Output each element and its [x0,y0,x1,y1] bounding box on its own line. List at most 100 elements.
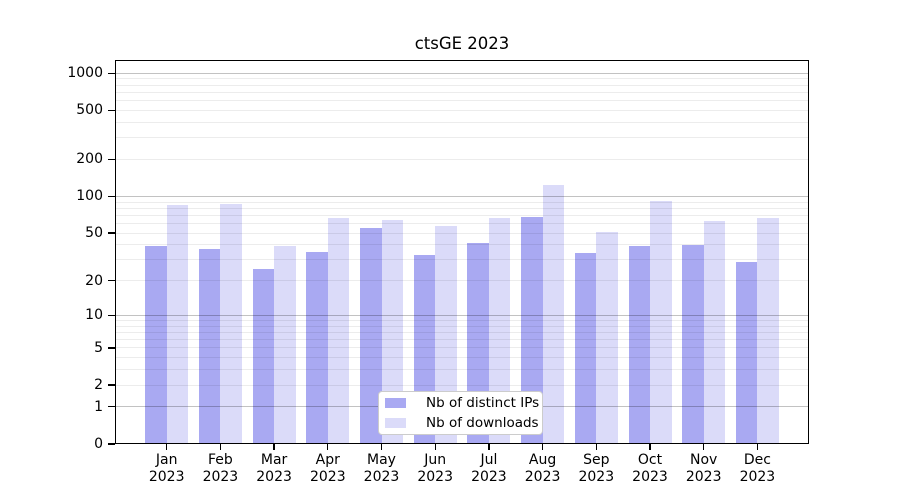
xtick-mark-oct [649,444,651,450]
gridline-minor-900 [115,78,809,80]
gridline-major-1000 [115,72,809,74]
ytick-mark-1 [108,406,115,408]
bar-distinct-ips-dec [735,261,758,444]
ytick-mark-5 [108,347,115,349]
ytick-label-50: 50 [85,225,103,241]
xtick-mark-dec [756,444,759,450]
xtick-mark-jan [166,444,168,450]
gridline-minor-60 [115,222,809,224]
bar-downloads-nov [703,220,726,444]
xtick-mark-jun [434,444,436,450]
chart-title: ctsGE 2023 [414,34,510,53]
ytick-mark-200 [108,158,115,161]
xtick-label-feb: Feb 2023 [202,452,239,485]
ytick-mark-20 [108,279,115,282]
gridline-minor-700 [115,91,809,93]
xtick-label-nov: Nov 2023 [685,452,722,485]
bar-downloads-jul [488,217,511,444]
legend-swatch-downloads [385,418,406,429]
xtick-mark-jul [488,444,490,450]
ytick-label-100: 100 [76,188,103,205]
xtick-mark-feb [219,444,222,450]
ytick-label-200: 200 [76,151,103,168]
bar-downloads-jan [166,205,189,444]
xtick-label-mar: Mar 2023 [256,452,292,485]
legend-swatch-distinct-ips [385,397,406,408]
xtick-mark-sep [595,444,597,450]
legend-label-downloads: Nb of downloads [426,415,539,432]
gridline-minor-3 [115,369,809,371]
gridline-minor-9 [115,320,809,321]
ytick-label-2: 2 [94,377,103,394]
bar-distinct-ips-mar [252,269,275,444]
ytick-mark-500 [108,109,115,112]
xtick-label-dec: Dec 2023 [739,452,776,485]
bar-downloads-aug [542,184,565,444]
bar-distinct-ips-jan [145,246,167,444]
bar-distinct-ips-feb [198,248,221,444]
bar-distinct-ips-oct [628,246,650,444]
bar-distinct-ips-apr [306,251,328,444]
ytick-label-1000: 1000 [67,65,103,82]
legend-item-distinct-ips: Nb of distinct IPs [385,394,540,412]
gridline-minor-5 [115,347,809,349]
ytick-label-500: 500 [76,102,103,119]
gridline-major-10 [115,314,809,316]
bar-distinct-ips-nov [682,244,704,444]
ytick-mark-10 [108,314,115,316]
gridline-minor-200 [115,158,809,160]
bar-downloads-mar [274,246,296,444]
legend-item-downloads: Nb of downloads [385,415,539,433]
bar-downloads-may [381,220,403,444]
gridline-minor-500 [115,109,809,111]
gridline-minor-8 [115,325,809,327]
xtick-mark-nov [703,444,705,450]
xtick-label-sep: Sep 2023 [578,452,615,485]
ytick-label-20: 20 [85,272,103,289]
xtick-mark-may [380,444,383,450]
gridline-minor-30 [115,259,809,261]
ytick-mark-0 [108,443,115,445]
gridline-minor-90 [115,201,809,203]
ytick-label-10: 10 [85,307,103,324]
gridline-minor-2 [115,384,809,386]
bar-downloads-sep [596,232,618,444]
xtick-mark-mar [273,444,275,450]
gridline-minor-400 [115,121,809,123]
xtick-label-aug: Aug 2023 [524,452,561,485]
gridline-minor-40 [115,244,809,246]
bar-downloads-jun [435,226,457,444]
ytick-label-1: 1 [94,398,103,415]
gridline-minor-70 [115,214,809,216]
gridline-minor-7 [115,331,809,333]
bar-distinct-ips-may [360,228,382,444]
xtick-label-jun: Jun 2023 [417,452,453,485]
ytick-mark-2 [108,384,115,386]
gridline-minor-20 [115,280,809,282]
legend-label-distinct-ips: Nb of distinct IPs [426,394,540,411]
ytick-label-5: 5 [94,339,103,356]
gridline-major-100 [115,195,809,197]
gridline-minor-4 [115,357,809,359]
ytick-mark-100 [108,195,115,198]
bar-distinct-ips-sep [574,253,597,444]
xtick-label-oct: Oct 2023 [632,452,668,485]
bar-downloads-apr [327,217,350,444]
bar-downloads-feb [220,204,242,444]
plot-area [115,60,809,444]
gridline-minor-6 [115,339,809,341]
xtick-mark-apr [327,444,329,450]
gridline-minor-300 [115,137,809,139]
ytick-mark-50 [108,232,115,234]
xtick-label-jul: Jul 2023 [471,452,507,485]
xtick-label-may: May 2023 [363,452,400,485]
gridline-minor-80 [115,207,809,209]
xtick-mark-aug [541,444,544,450]
gridline-minor-800 [115,84,809,86]
ytick-mark-1000 [108,72,115,74]
legend: Nb of distinct IPs Nb of downloads [378,391,543,435]
xtick-label-jan: Jan 2023 [148,452,185,485]
bar-downloads-oct [650,200,672,444]
gridline-minor-50 [115,232,809,234]
